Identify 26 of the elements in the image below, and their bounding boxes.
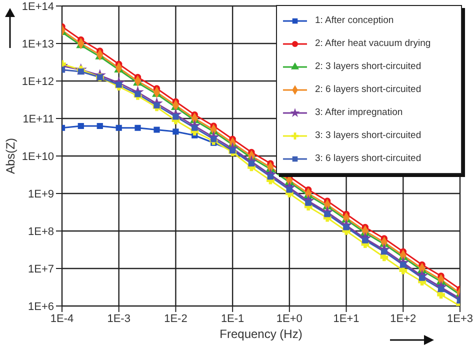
y-axis-title: Abs(Z) (3, 138, 18, 174)
y-tick-label: 1E+8 (28, 226, 54, 238)
legend-label: 2: 3 layers short-circuited (315, 61, 422, 72)
y-tick-label: 1E+14 (22, 0, 54, 13)
x-tick-label: 1E+0 (276, 312, 302, 325)
x-tick-label: 1E-1 (220, 312, 244, 325)
y-tick-label: 1E+13 (22, 38, 54, 50)
x-tick-label: 1E+3 (447, 312, 473, 325)
x-axis-title: Frequency (Hz) (220, 327, 302, 341)
x-tick-label: 1E+2 (390, 312, 416, 325)
x-tick-label: 1E+1 (333, 312, 360, 325)
y-tick-label: 1E+10 (22, 150, 54, 163)
legend-label: 2: After heat vacuum drying (315, 38, 431, 49)
y-tick-label: 1E+9 (28, 188, 54, 200)
y-tick-label: 1E+11 (22, 113, 54, 126)
x-tick-label: 1E-4 (50, 312, 74, 325)
legend-label: 2: 6 layers short-circuited (315, 84, 422, 95)
legend-label: 3: 3 layers short-circuited (315, 130, 422, 141)
legend-label: 3: 6 layers short-circuited (315, 153, 422, 164)
legend-label: 3: After impregnation (315, 107, 403, 118)
y-tick-label: 1E+6 (28, 300, 54, 313)
legend-label: 1: After conception (315, 15, 394, 26)
y-tick-label: 1E+7 (28, 263, 54, 276)
x-tick-label: 1E-3 (107, 312, 130, 325)
x-tick-label: 1E-2 (164, 312, 188, 325)
y-tick-label: 1E+12 (22, 76, 54, 88)
